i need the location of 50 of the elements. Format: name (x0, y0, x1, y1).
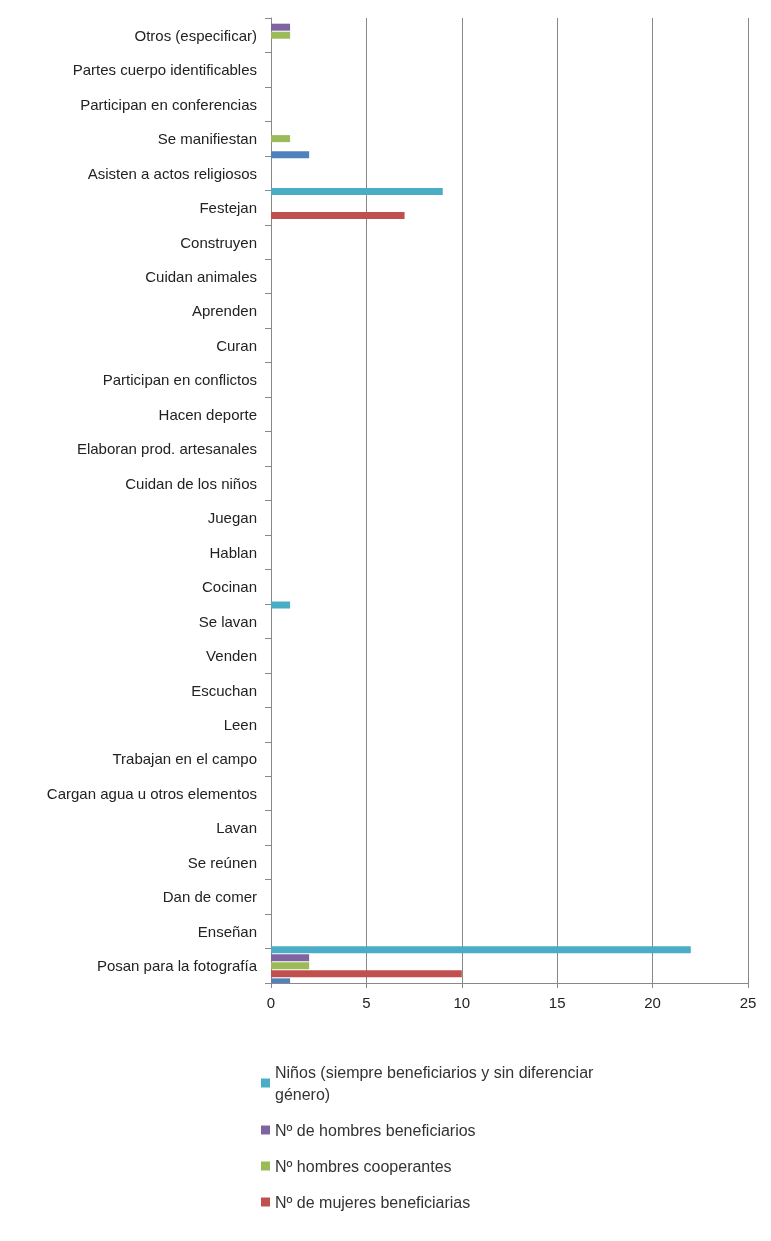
x-tick-label: 5 (362, 994, 371, 1011)
y-tick-label: Hablan (209, 543, 257, 561)
bar (271, 954, 310, 962)
y-tick-label: Se reúnen (187, 853, 257, 871)
y-tick-label: Aprenden (191, 302, 257, 320)
legend-label: Nº hombres cooperantes (275, 1157, 452, 1175)
bar (271, 23, 291, 31)
y-tick-label: Dan de comer (162, 888, 257, 906)
bar (271, 212, 405, 220)
bar (271, 946, 691, 954)
y-tick-label: Cocinan (201, 578, 257, 596)
x-tick-label: 20 (644, 994, 661, 1011)
bar (271, 135, 291, 143)
y-tick-label: Asisten a actos religiosos (87, 164, 257, 182)
y-tick-label: Cuidan animales (145, 267, 257, 285)
y-tick-label: Venden (206, 647, 257, 665)
bar (271, 31, 291, 39)
y-tick-label: Escuchan (191, 681, 257, 699)
bar (271, 151, 310, 159)
y-tick-label: Construyen (180, 233, 257, 251)
y-tick-label: Juegan (207, 509, 257, 527)
legend-label: Niños (siempre beneficiarios y sin diferenciar género) (275, 1063, 598, 1103)
y-tick-label: Curan (216, 336, 257, 354)
bar (271, 962, 310, 970)
y-tick-label: Cargan agua u otros elementos (46, 784, 257, 802)
y-tick-label: Hacen deporte (158, 405, 257, 423)
y-tick-label: Lavan (216, 819, 257, 837)
y-tick-label: Se manifiestan (157, 130, 257, 148)
y-tick-label: Elaboran prod. artesanales (76, 440, 257, 458)
legend-label: Nº de mujeres beneficiarias (275, 1193, 471, 1211)
x-tick-label: 0 (266, 994, 276, 1011)
bar (271, 601, 291, 609)
y-tick-label: Enseñan (197, 922, 257, 940)
y-tick-label: Festejan (199, 199, 257, 217)
y-tick-label: Partes cuerpo identificables (72, 61, 257, 79)
legend-label: Nº de hombres beneficiarios (275, 1121, 476, 1139)
y-tick-label: Posan para la fotografía (96, 957, 258, 975)
y-tick-label: Trabajan en el campo (112, 750, 257, 768)
bar (271, 970, 462, 978)
x-tick-label: 15 (548, 994, 566, 1011)
y-tick-label: Otros (especificar) (134, 26, 257, 44)
y-tick-label: Se lavan (198, 612, 257, 630)
x-tick-label: 25 (739, 994, 757, 1011)
bar (271, 978, 291, 983)
y-tick-label: Cuidan de los niños (125, 474, 257, 492)
y-tick-label: Leen (223, 716, 257, 734)
y-tick-label: Participan en conferencias (80, 95, 257, 113)
bar (271, 187, 443, 195)
y-tick-label: Participan en conflictos (102, 371, 257, 389)
x-tick-label: 10 (453, 994, 471, 1011)
